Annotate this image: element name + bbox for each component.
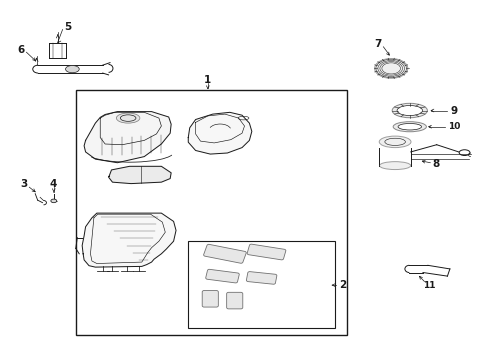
FancyBboxPatch shape <box>205 269 239 283</box>
Text: 1: 1 <box>204 75 211 85</box>
Text: 2: 2 <box>338 280 345 290</box>
Text: 3: 3 <box>20 179 27 189</box>
Ellipse shape <box>391 103 427 118</box>
Text: 8: 8 <box>432 159 439 169</box>
FancyBboxPatch shape <box>246 244 285 260</box>
Text: 6: 6 <box>17 45 24 55</box>
Ellipse shape <box>374 58 407 78</box>
Text: 7: 7 <box>373 39 381 49</box>
Ellipse shape <box>396 105 422 116</box>
Polygon shape <box>84 112 171 163</box>
Bar <box>76 90 346 335</box>
Ellipse shape <box>392 122 426 132</box>
Ellipse shape <box>51 199 57 203</box>
Ellipse shape <box>397 123 421 130</box>
Bar <box>188 241 334 328</box>
Ellipse shape <box>65 66 79 73</box>
Text: 11: 11 <box>422 281 435 289</box>
Text: 10: 10 <box>447 122 459 131</box>
FancyBboxPatch shape <box>202 291 218 307</box>
Ellipse shape <box>379 136 410 148</box>
Polygon shape <box>108 166 171 184</box>
Text: 4: 4 <box>49 179 57 189</box>
FancyBboxPatch shape <box>246 271 276 284</box>
Polygon shape <box>82 213 176 267</box>
Ellipse shape <box>116 113 140 123</box>
Polygon shape <box>188 112 251 154</box>
Ellipse shape <box>379 162 410 170</box>
Text: 5: 5 <box>64 22 71 32</box>
FancyBboxPatch shape <box>226 292 242 309</box>
FancyBboxPatch shape <box>203 244 246 263</box>
Text: 9: 9 <box>449 105 456 116</box>
